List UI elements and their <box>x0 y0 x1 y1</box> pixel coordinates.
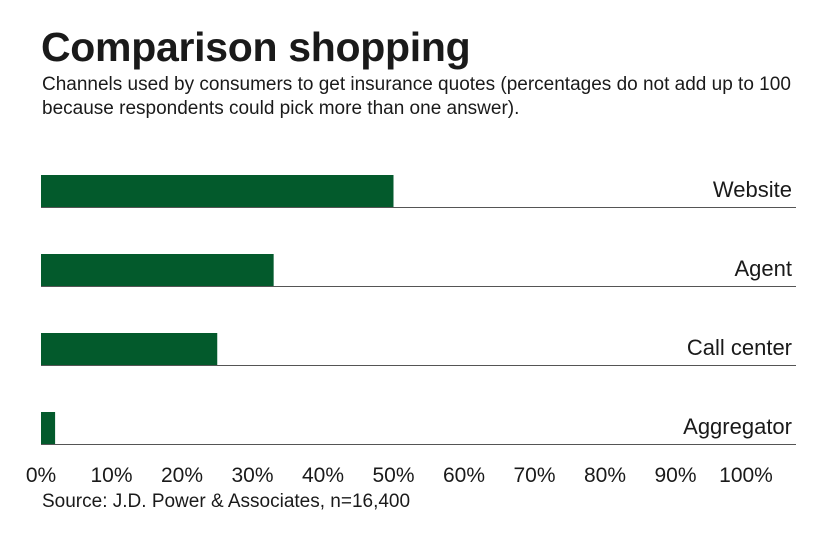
chart-subtitle: Channels used by consumers to get insura… <box>42 74 791 119</box>
category-label-aggregator: Aggregator <box>683 414 792 439</box>
x-tick-label: 60% <box>443 464 485 487</box>
x-tick-label: 10% <box>90 464 132 487</box>
bar-website <box>41 175 394 207</box>
bar-agent <box>41 254 274 286</box>
x-tick-label: 30% <box>231 464 273 487</box>
chart-title: Comparison shopping <box>41 24 471 70</box>
x-tick-label: 0% <box>26 464 56 487</box>
x-tick-label: 50% <box>372 464 414 487</box>
x-tick-label: 80% <box>584 464 626 487</box>
bar-aggregator <box>41 412 56 444</box>
x-tick-label: 100% <box>719 464 773 487</box>
x-tick-label: 20% <box>161 464 203 487</box>
x-tick-label: 90% <box>654 464 696 487</box>
x-axis-ticks: 0% 10% 20% 30% 40% 50% 60% 70% 80% 90% 100% <box>26 464 773 487</box>
x-tick-label: 40% <box>302 464 344 487</box>
bars-layer: Website Agent Call center Aggregator <box>41 175 796 445</box>
source-note: Source: J.D. Power & Associates, n=16,40… <box>42 491 411 512</box>
bar-call-center <box>41 333 218 365</box>
category-label-agent: Agent <box>735 256 793 281</box>
category-label-website: Website <box>713 177 792 202</box>
category-label-call-center: Call center <box>687 335 792 360</box>
x-tick-label: 70% <box>513 464 555 487</box>
